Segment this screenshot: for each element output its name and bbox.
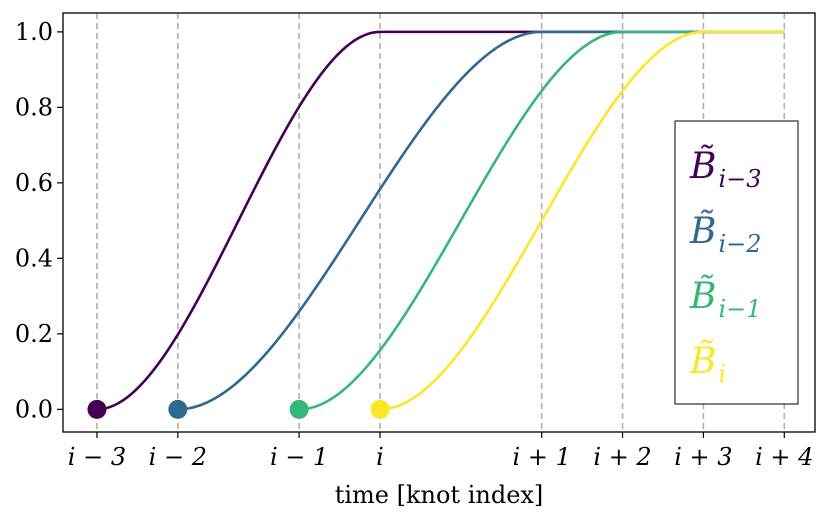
x-tick-label: i bbox=[376, 443, 384, 471]
series-lines bbox=[96, 30, 785, 411]
y-axis: 0.0 0.2 0.4 0.6 0.8 1.0 bbox=[15, 18, 63, 423]
series-start-marker-2 bbox=[289, 399, 309, 419]
x-axis: i − 3 i − 2 i − 1 i i + 1 i + 2 i + 3 i + 4 bbox=[68, 432, 813, 471]
x-tick-label: i + 4 bbox=[755, 443, 813, 471]
x-tick-label: i − 2 bbox=[149, 443, 207, 471]
y-tick-label: 0.2 bbox=[15, 320, 53, 348]
y-tick-label: 0.6 bbox=[15, 169, 53, 197]
x-axis-label: time [knot index] bbox=[335, 481, 544, 509]
y-tick-label: 0.0 bbox=[15, 395, 53, 423]
series-start-marker-1 bbox=[168, 399, 188, 419]
series-start-marker-3 bbox=[370, 399, 390, 419]
start-markers bbox=[87, 399, 390, 419]
legend-entry-1: B̃i−2 bbox=[689, 210, 762, 258]
legend-box bbox=[674, 120, 799, 405]
series-line-3 bbox=[379, 30, 785, 411]
y-tick-label: 0.4 bbox=[15, 244, 53, 272]
x-tick-label: i + 2 bbox=[593, 443, 651, 471]
x-tick-label: i + 1 bbox=[513, 443, 571, 471]
y-tick-label: 0.8 bbox=[15, 93, 53, 121]
x-tick-label: i − 3 bbox=[68, 443, 126, 471]
legend-entry-0: B̃i−3 bbox=[689, 145, 762, 193]
y-tick-label: 1.0 bbox=[15, 18, 53, 46]
legend-entry-3: B̃i bbox=[689, 340, 726, 388]
series-start-marker-0 bbox=[87, 399, 107, 419]
legend: B̃i−3 B̃i−2 B̃i−1 B̃i bbox=[674, 120, 799, 405]
x-tick-label: i − 1 bbox=[270, 443, 328, 471]
plot-frame bbox=[62, 12, 816, 433]
legend-entry-2: B̃i−1 bbox=[689, 275, 762, 323]
x-tick-label: i + 3 bbox=[674, 443, 732, 471]
